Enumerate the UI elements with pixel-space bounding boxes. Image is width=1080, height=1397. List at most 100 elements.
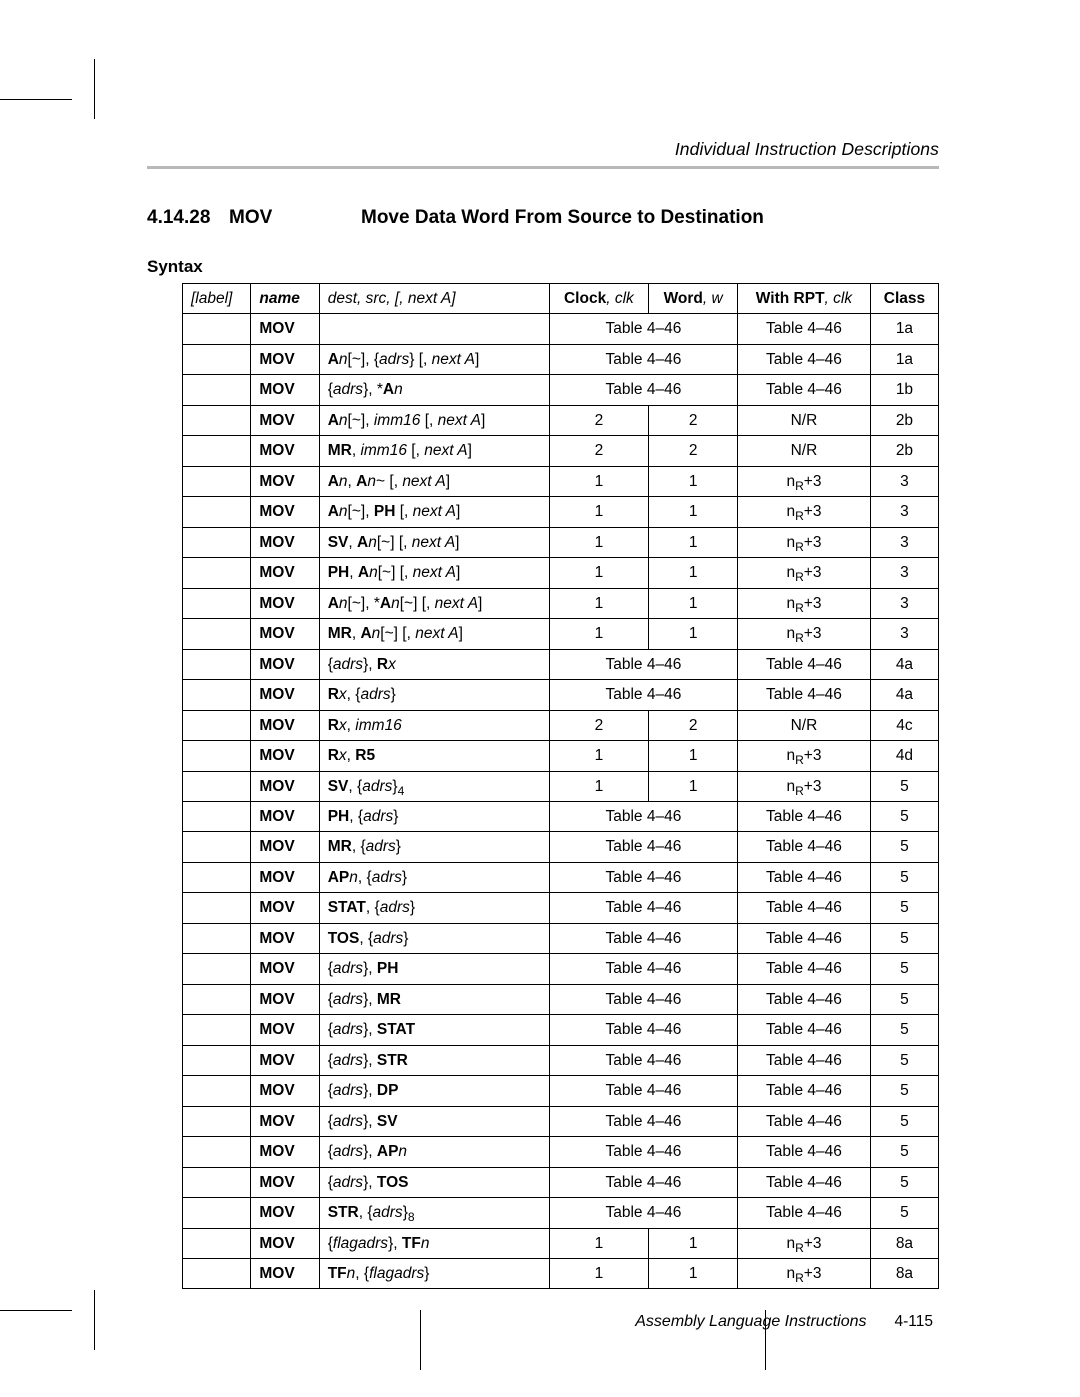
cell-label [183, 984, 251, 1014]
cell-class: 5 [870, 1137, 938, 1167]
cell-label [183, 619, 251, 649]
cell-clock: Table 4–46 [549, 954, 738, 984]
page-footer: Assembly Language Instructions 4-115 [147, 1313, 939, 1331]
cell-name: MOV [259, 838, 294, 855]
col-class: Class [884, 290, 925, 307]
syntax-table: [label] name dest, src, [, next A] Clock… [182, 283, 939, 1289]
cell-dest: An, An~ [, next A] [319, 466, 549, 496]
cell-clock: 1 [549, 527, 648, 557]
cell-name: MOV [259, 960, 294, 977]
cell-label [183, 893, 251, 923]
table-row: MOV{adrs}, PHTable 4–46Table 4–465 [183, 954, 939, 984]
cell-class: 5 [870, 1045, 938, 1075]
cell-rpt: Table 4–46 [738, 1076, 871, 1106]
table-row: MOV{adrs}, RxTable 4–46Table 4–464a [183, 649, 939, 679]
cell-name-td: MOV [251, 1106, 319, 1136]
cell-dest: {adrs}, DP [319, 1076, 549, 1106]
cell-clock: 1 [549, 1228, 648, 1258]
cell-label [183, 405, 251, 435]
cell-name: MOV [259, 747, 294, 764]
cell-clock: 2 [549, 405, 648, 435]
cell-dest: Rx, {adrs} [319, 680, 549, 710]
cell-name-td: MOV [251, 680, 319, 710]
cell-label [183, 344, 251, 374]
cell-dest: An[~], PH [, next A] [319, 497, 549, 527]
cell-dest: {adrs}, Rx [319, 649, 549, 679]
cell-name: MOV [259, 412, 294, 429]
cell-dest [319, 314, 549, 344]
cell-dest: Rx, imm16 [319, 710, 549, 740]
cell-rpt: Table 4–46 [738, 832, 871, 862]
cell-rpt: nR+3 [738, 466, 871, 496]
cell-name-td: MOV [251, 405, 319, 435]
cell-class: 1a [870, 344, 938, 374]
cell-class: 1a [870, 314, 938, 344]
cell-name-td: MOV [251, 314, 319, 344]
cell-rpt: N/R [738, 710, 871, 740]
cell-class: 5 [870, 1015, 938, 1045]
cell-clock: 1 [549, 466, 648, 496]
cell-label [183, 375, 251, 405]
cell-clock: Table 4–46 [549, 893, 738, 923]
col-clock-b: Clock [564, 290, 606, 307]
page: Individual Instruction Descriptions 4.14… [0, 0, 1080, 1397]
cell-word: 2 [649, 710, 738, 740]
section-mnemonic: MOV [229, 207, 361, 229]
cell-clock: Table 4–46 [549, 1198, 738, 1228]
cell-rpt: Table 4–46 [738, 1198, 871, 1228]
cell-class: 2b [870, 405, 938, 435]
cell-label [183, 832, 251, 862]
col-word-i: , w [703, 290, 723, 307]
running-head: Individual Instruction Descriptions [147, 139, 939, 169]
crop-mark [94, 1290, 95, 1350]
cell-dest: MR, {adrs} [319, 832, 549, 862]
cell-dest: APn, {adrs} [319, 862, 549, 892]
cell-rpt: Table 4–46 [738, 954, 871, 984]
cell-name: MOV [259, 534, 294, 551]
cell-label [183, 497, 251, 527]
cell-dest: {adrs}, STAT [319, 1015, 549, 1045]
cell-name-td: MOV [251, 1228, 319, 1258]
cell-name-td: MOV [251, 832, 319, 862]
col-label: [label] [191, 290, 232, 307]
section-heading: 4.14.28 MOV Move Data Word From Source t… [147, 207, 939, 229]
cell-name: MOV [259, 656, 294, 673]
cell-clock: 1 [549, 1259, 648, 1289]
table-row: MOVTable 4–46Table 4–461a [183, 314, 939, 344]
cell-rpt: Table 4–46 [738, 1045, 871, 1075]
cell-word: 2 [649, 405, 738, 435]
table-row: MOV{adrs}, SVTable 4–46Table 4–465 [183, 1106, 939, 1136]
cell-label [183, 1259, 251, 1289]
cell-word: 1 [649, 1228, 738, 1258]
table-row: MOVSV, An[~] [, next A]11nR+33 [183, 527, 939, 557]
table-row: MOVMR, imm16 [, next A]22N/R2b [183, 436, 939, 466]
crop-mark [0, 99, 72, 100]
cell-clock: Table 4–46 [549, 1045, 738, 1075]
cell-name-td: MOV [251, 862, 319, 892]
col-rpt-i: , clk [825, 290, 853, 307]
table-row: MOVTOS, {adrs}Table 4–46Table 4–465 [183, 923, 939, 953]
cell-word: 1 [649, 497, 738, 527]
cell-rpt: nR+3 [738, 619, 871, 649]
cell-name-td: MOV [251, 344, 319, 374]
cell-label [183, 1015, 251, 1045]
cell-name: MOV [259, 991, 294, 1008]
cell-name: MOV [259, 869, 294, 886]
cell-word: 1 [649, 558, 738, 588]
cell-dest: MR, imm16 [, next A] [319, 436, 549, 466]
cell-label [183, 466, 251, 496]
cell-dest: PH, An[~] [, next A] [319, 558, 549, 588]
cell-class: 4c [870, 710, 938, 740]
cell-dest: Rx, R5 [319, 741, 549, 771]
cell-name-td: MOV [251, 1259, 319, 1289]
cell-name: MOV [259, 503, 294, 520]
cell-label [183, 1228, 251, 1258]
cell-clock: Table 4–46 [549, 375, 738, 405]
cell-rpt: Table 4–46 [738, 1106, 871, 1136]
cell-label [183, 680, 251, 710]
cell-dest: An[~], {adrs} [, next A] [319, 344, 549, 374]
cell-name-td: MOV [251, 1015, 319, 1045]
cell-class: 4a [870, 680, 938, 710]
cell-clock: Table 4–46 [549, 984, 738, 1014]
col-word-b: Word [664, 290, 703, 307]
